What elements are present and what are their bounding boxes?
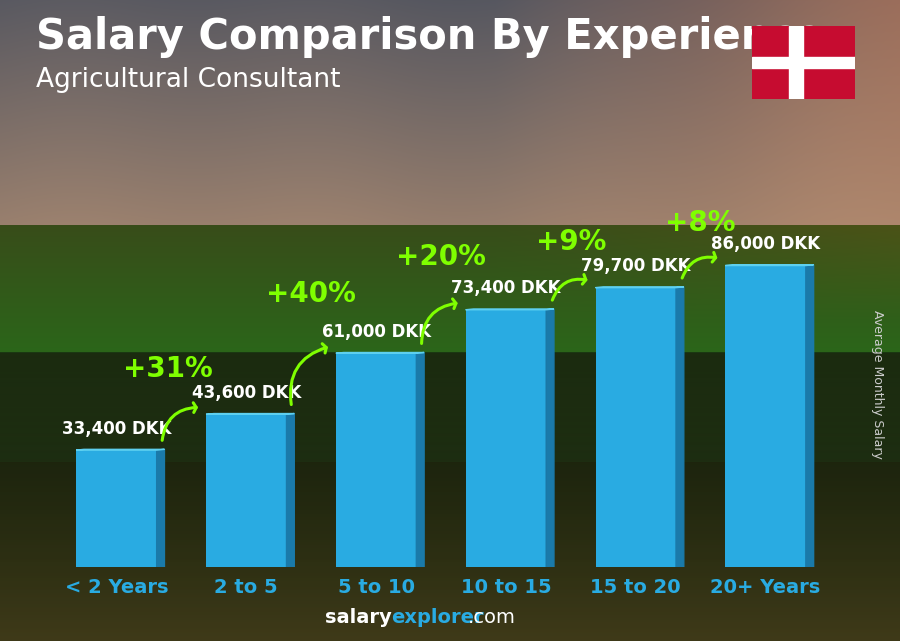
Polygon shape	[596, 287, 684, 288]
Text: +20%: +20%	[396, 243, 486, 271]
Text: 79,700 DKK: 79,700 DKK	[581, 258, 690, 276]
Bar	[336, 353, 417, 567]
Text: 61,000 DKK: 61,000 DKK	[321, 323, 430, 341]
Text: 43,600 DKK: 43,600 DKK	[192, 384, 301, 402]
Bar	[788, 26, 803, 99]
Text: explorer: explorer	[392, 608, 484, 627]
Text: 86,000 DKK: 86,000 DKK	[711, 235, 820, 253]
Text: 73,400 DKK: 73,400 DKK	[451, 279, 561, 297]
Bar	[465, 310, 546, 567]
Text: +31%: +31%	[123, 354, 213, 383]
Bar	[596, 288, 676, 567]
Text: +8%: +8%	[665, 210, 736, 237]
Polygon shape	[76, 449, 165, 450]
Text: +9%: +9%	[536, 228, 606, 256]
Text: salary: salary	[325, 608, 392, 627]
Polygon shape	[546, 309, 554, 567]
Text: +40%: +40%	[266, 279, 356, 308]
Text: .com: .com	[468, 608, 516, 627]
Text: Salary Comparison By Experience: Salary Comparison By Experience	[36, 16, 824, 58]
Polygon shape	[286, 413, 294, 567]
Bar	[76, 450, 157, 567]
Polygon shape	[417, 353, 424, 567]
Polygon shape	[806, 265, 814, 567]
Polygon shape	[676, 287, 684, 567]
Bar	[752, 57, 855, 68]
Text: Agricultural Consultant: Agricultural Consultant	[36, 67, 340, 94]
Text: Average Monthly Salary: Average Monthly Salary	[871, 310, 884, 459]
Polygon shape	[206, 413, 294, 414]
Text: 33,400 DKK: 33,400 DKK	[62, 420, 171, 438]
Bar	[206, 414, 286, 567]
Bar	[725, 265, 806, 567]
Polygon shape	[465, 309, 554, 310]
Polygon shape	[157, 449, 165, 567]
